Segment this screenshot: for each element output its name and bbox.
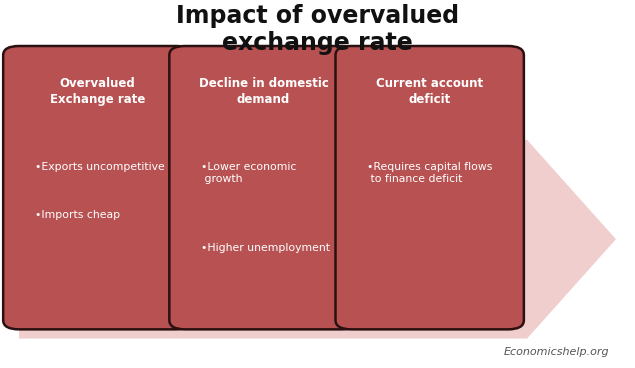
Text: Impact of overvalued
exchange rate: Impact of overvalued exchange rate <box>176 4 459 54</box>
Text: •Lower economic
 growth: •Lower economic growth <box>201 162 297 184</box>
Text: Overvalued
Exchange rate: Overvalued Exchange rate <box>50 77 145 106</box>
Text: •Higher unemployment: •Higher unemployment <box>201 243 330 253</box>
Text: •Requires capital flows
 to finance deficit: •Requires capital flows to finance defic… <box>367 162 493 184</box>
FancyBboxPatch shape <box>335 46 524 329</box>
FancyBboxPatch shape <box>3 46 192 329</box>
Text: •Exports uncompetitive: •Exports uncompetitive <box>35 162 164 172</box>
Text: Decline in domestic
demand: Decline in domestic demand <box>199 77 328 106</box>
Polygon shape <box>19 140 616 339</box>
Text: •Imports cheap: •Imports cheap <box>35 210 120 220</box>
FancyBboxPatch shape <box>170 46 358 329</box>
Text: Economicshelp.org: Economicshelp.org <box>504 347 610 357</box>
Text: Current account
deficit: Current account deficit <box>376 77 483 106</box>
